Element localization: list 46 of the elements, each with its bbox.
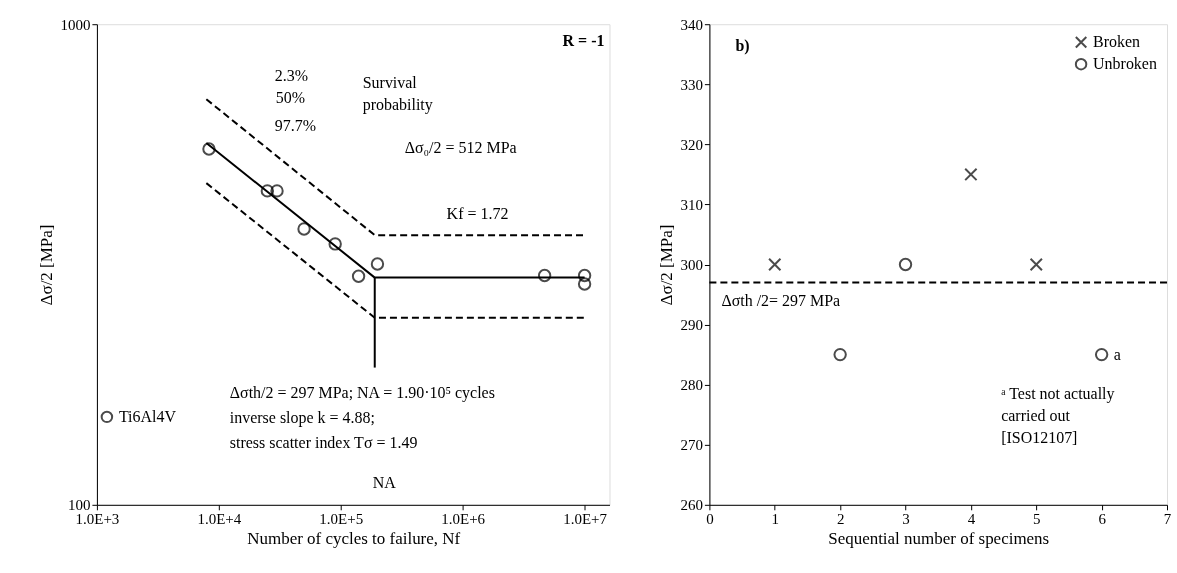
legend-label: Ti6Al4V	[118, 407, 177, 425]
y-tick-label: 300	[680, 257, 703, 274]
y-tick-label: 260	[680, 497, 703, 514]
legend-label: Unbroken	[1093, 55, 1157, 73]
x-tick-label: 1.0E+7	[563, 511, 608, 528]
x-tick-label: 6	[1098, 511, 1107, 528]
y-tick-label: 280	[680, 377, 703, 394]
y-axis-title: Δσ/2 [MPa]	[37, 224, 57, 306]
x-tick-label: 3	[902, 511, 910, 528]
annotation: a	[1113, 345, 1121, 363]
x-axis-title: Sequential number of specimens	[828, 529, 1050, 549]
x-tick-label: 1.0E+3	[75, 511, 120, 528]
x-tick-label: 4	[967, 511, 976, 528]
x-tick-label: 7	[1163, 511, 1172, 528]
x-tick-label: 0	[706, 511, 714, 528]
x-tick-label: 1.0E+6	[441, 511, 486, 528]
y-tick-label: 330	[680, 76, 703, 93]
y-tick-label: 310	[680, 196, 703, 213]
annotation: Δσ₀/2 = 512 MPa	[404, 139, 517, 157]
y-tick-label: 1000	[60, 16, 91, 33]
annotation: Kf = 1.72	[446, 205, 509, 223]
y-tick-label: 320	[680, 136, 703, 153]
x-axis-title: Number of cycles to failure, Nf	[247, 529, 461, 549]
ref-line-label: Δσth /2= 297 MPa	[721, 291, 841, 309]
annotation: ᵃ Test not actually carried out [ISO12107]	[1001, 384, 1115, 446]
x-tick-label: 1	[771, 511, 780, 528]
y-tick-label: 100	[67, 497, 91, 514]
annotation: 50%	[275, 89, 306, 107]
y-axis-title: Δσ/2 [MPa]	[657, 224, 677, 306]
y-tick-label: 270	[680, 437, 703, 454]
annotation: inverse slope k = 4.88;	[229, 408, 375, 427]
annotation: 2.3%	[274, 67, 309, 85]
annotation: b)	[735, 37, 750, 56]
x-tick-label: 1.0E+5	[319, 511, 364, 528]
annotation: Δσth/2 = 297 MPa; NA = 1.90·10⁵ cycles	[229, 383, 495, 402]
annotation: R = -1	[562, 32, 605, 50]
y-tick-label: 290	[680, 317, 703, 334]
legend-label: Broken	[1093, 33, 1141, 51]
x-tick-label: 2	[836, 511, 845, 528]
annotation: Survival probability	[362, 74, 433, 115]
x-tick-label: 1.0E+4	[197, 511, 242, 528]
annotation: 97.7%	[274, 117, 317, 135]
annotation: NA	[372, 473, 397, 491]
annotation: stress scatter index Tσ = 1.49	[229, 433, 418, 451]
x-tick-label: 5	[1033, 511, 1041, 528]
y-tick-label: 340	[680, 16, 703, 33]
